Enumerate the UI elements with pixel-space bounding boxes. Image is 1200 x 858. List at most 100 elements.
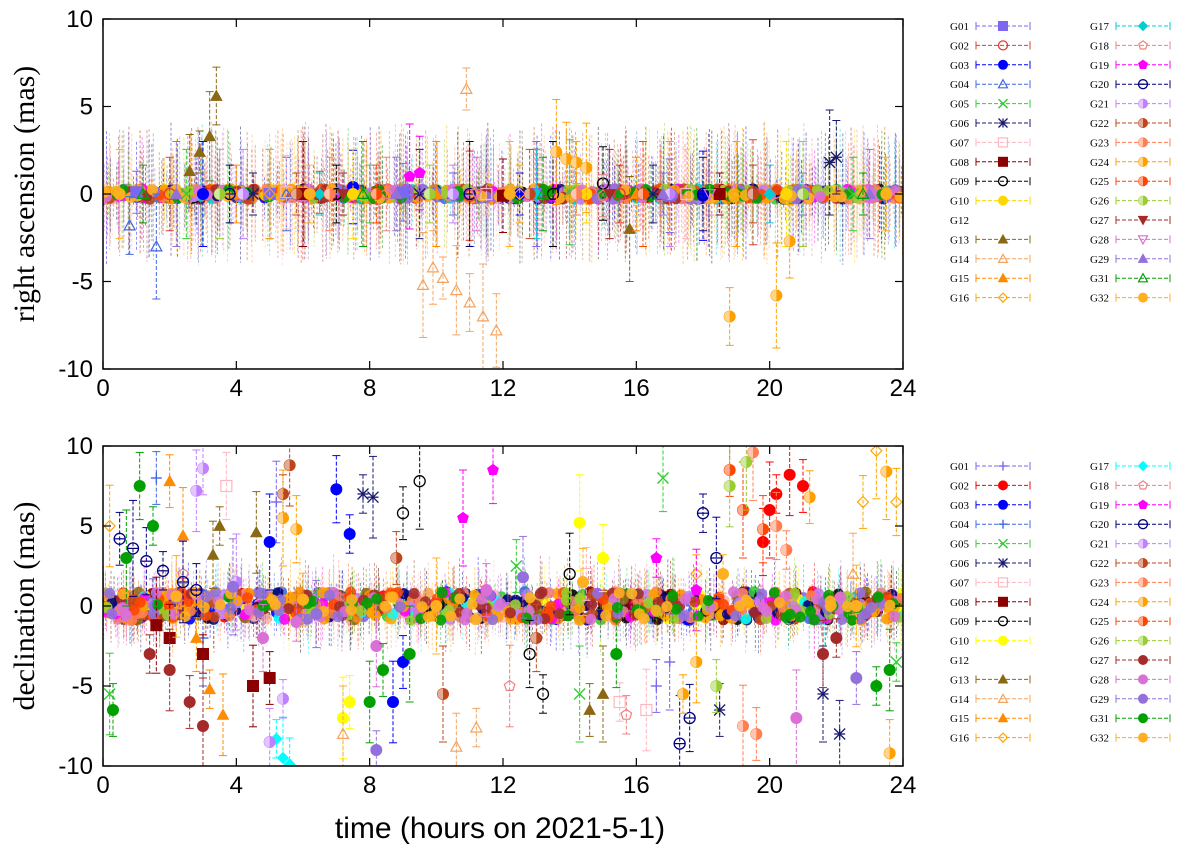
legend-label-g05: G05 xyxy=(950,539,969,551)
point-g29 xyxy=(389,187,403,199)
point-g26 xyxy=(723,480,736,492)
point-g24 xyxy=(880,465,893,478)
series-g25 xyxy=(370,141,649,247)
point-g03 xyxy=(263,536,276,548)
point-g09 xyxy=(523,647,536,661)
point-g07 xyxy=(640,703,653,717)
series-g05 xyxy=(180,139,859,246)
point-g24 xyxy=(570,156,583,169)
series-g09 xyxy=(396,446,576,714)
series-g24 xyxy=(550,99,796,349)
point-g10 xyxy=(780,188,793,200)
point-g18 xyxy=(380,187,393,199)
series-g28 xyxy=(469,156,717,232)
zero-band-bottom xyxy=(103,554,903,658)
point-g20 xyxy=(113,532,126,545)
y-tick-label: -10 xyxy=(58,356,93,383)
point-g31 xyxy=(856,187,870,199)
point-g31 xyxy=(610,648,623,660)
point-g31 xyxy=(133,480,146,492)
legend-marker-g02 xyxy=(997,40,1009,51)
point-g10 xyxy=(347,188,359,200)
point-g21 xyxy=(447,188,459,200)
point-g14 xyxy=(436,271,450,283)
point-g06 xyxy=(830,151,843,164)
point-g09 xyxy=(536,687,550,701)
point-g29 xyxy=(656,187,670,199)
point-g13 xyxy=(249,525,263,538)
point-g09 xyxy=(563,567,576,581)
legend-label-g25: G25 xyxy=(1090,176,1109,188)
y-tick-label: 10 xyxy=(66,433,93,460)
point-g14 xyxy=(426,260,440,273)
legend-marker-g15 xyxy=(997,712,1009,723)
point-g24 xyxy=(770,289,783,302)
point-g32 xyxy=(430,600,443,612)
point-g21 xyxy=(237,188,249,200)
point-g16 xyxy=(889,495,903,509)
legend-label-g32: G32 xyxy=(1090,293,1109,305)
point-g32 xyxy=(297,593,309,606)
legend-label-g13: G13 xyxy=(950,674,969,686)
point-g08 xyxy=(247,680,259,692)
series-g19 xyxy=(403,123,426,230)
point-g23 xyxy=(750,728,763,740)
point-g16 xyxy=(869,446,883,458)
point-g01 xyxy=(130,186,143,199)
legend-marker-g01 xyxy=(998,461,1008,471)
series-g03 xyxy=(263,455,409,744)
y-tick-label: 0 xyxy=(80,181,93,208)
legend-marker-g17 xyxy=(1137,20,1149,32)
point-g05 xyxy=(573,688,586,700)
point-g10 xyxy=(343,696,356,708)
point-g20 xyxy=(683,711,696,725)
point-g14 xyxy=(489,323,503,336)
point-g29 xyxy=(850,672,863,684)
point-g14 xyxy=(846,567,860,580)
legend-marker-g15 xyxy=(997,272,1009,283)
legend-label-g28: G28 xyxy=(1090,234,1109,246)
series-g10 xyxy=(347,141,793,247)
legend-marker-g31 xyxy=(1138,713,1148,724)
point-g22 xyxy=(747,188,759,200)
point-g13 xyxy=(203,129,217,142)
point-g02 xyxy=(783,468,796,481)
legend-marker-g14 xyxy=(997,253,1009,263)
legend-label-g04: G04 xyxy=(950,519,969,531)
point-g14 xyxy=(416,278,430,290)
y-axis-title-top: right ascension (mas) xyxy=(8,66,41,323)
point-g22 xyxy=(390,552,403,564)
point-g07 xyxy=(613,695,626,709)
legend-label-g02: G02 xyxy=(950,40,969,52)
legend-marker-g16 xyxy=(997,292,1009,303)
point-g28 xyxy=(290,616,303,628)
point-g24 xyxy=(723,310,736,323)
series-g06 xyxy=(357,455,846,766)
series-g23 xyxy=(737,446,793,766)
legend-marker-g04 xyxy=(997,78,1009,89)
point-g31 xyxy=(136,187,150,199)
legend-marker-g07 xyxy=(997,137,1009,148)
legend-marker-g28 xyxy=(1138,674,1148,685)
legend-label-g24: G24 xyxy=(1090,157,1109,169)
legend-label-g23: G23 xyxy=(1090,577,1109,589)
point-g02 xyxy=(763,504,776,516)
point-g32 xyxy=(113,188,126,200)
legend-label-g20: G20 xyxy=(1090,79,1109,91)
point-g08 xyxy=(197,648,209,660)
point-g07 xyxy=(220,479,233,493)
point-g29 xyxy=(169,187,183,199)
point-g16 xyxy=(103,519,117,533)
point-g20 xyxy=(176,575,190,589)
series-g13 xyxy=(206,491,610,743)
point-g01 xyxy=(270,496,282,508)
point-g31 xyxy=(403,648,416,660)
point-g27 xyxy=(197,720,209,732)
point-g14 xyxy=(449,740,463,752)
legend-label-g18: G18 xyxy=(1090,480,1109,492)
x-tick-label: 12 xyxy=(490,375,517,402)
point-g14 xyxy=(336,727,350,740)
point-g32 xyxy=(303,188,316,200)
y-tick-label: 5 xyxy=(80,513,93,540)
point-g23 xyxy=(323,188,336,200)
